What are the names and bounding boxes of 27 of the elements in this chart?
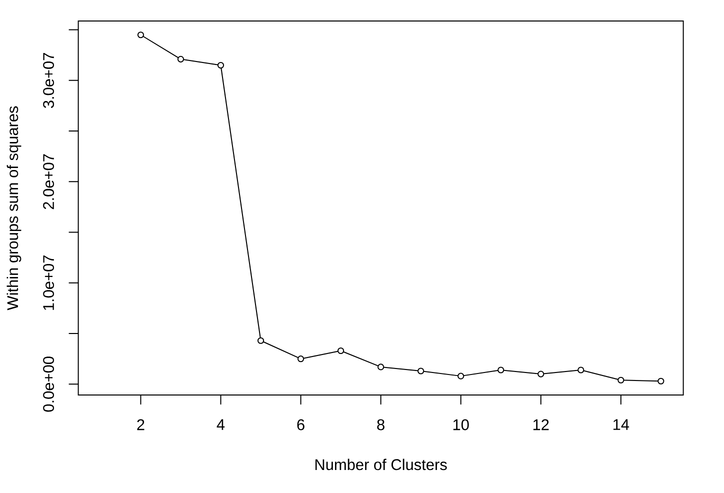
point bbox=[418, 368, 424, 374]
y-tick-label: 2.0e+07 bbox=[43, 154, 54, 210]
point bbox=[137, 32, 144, 38]
x-tick-label: 14 bbox=[613, 419, 630, 430]
point bbox=[618, 376, 624, 384]
point bbox=[578, 366, 584, 374]
y-tick-label: 0.0e+00 bbox=[43, 356, 54, 412]
point bbox=[658, 378, 664, 384]
x-tick-label: 10 bbox=[453, 419, 469, 430]
point bbox=[257, 337, 264, 344]
point bbox=[498, 366, 504, 374]
y-axis-title: Within groups sum of squares bbox=[6, 106, 22, 310]
x-tick-label: 12 bbox=[533, 419, 549, 430]
y-tick-label: 3.0e+07 bbox=[43, 53, 54, 108]
point bbox=[217, 62, 224, 69]
y-tick-label: 1.0e+07 bbox=[43, 256, 54, 310]
x-tick-label: 8 bbox=[377, 419, 384, 430]
point bbox=[458, 372, 464, 380]
x-tick-label: 6 bbox=[297, 419, 304, 430]
x-tick-label: 4 bbox=[216, 419, 225, 430]
point bbox=[538, 370, 544, 378]
x-tick-label: 2 bbox=[137, 419, 144, 430]
point bbox=[337, 347, 344, 354]
x-axis-title: Number of Clusters bbox=[315, 458, 447, 470]
point bbox=[177, 56, 184, 62]
point bbox=[297, 356, 304, 362]
point bbox=[378, 364, 384, 370]
